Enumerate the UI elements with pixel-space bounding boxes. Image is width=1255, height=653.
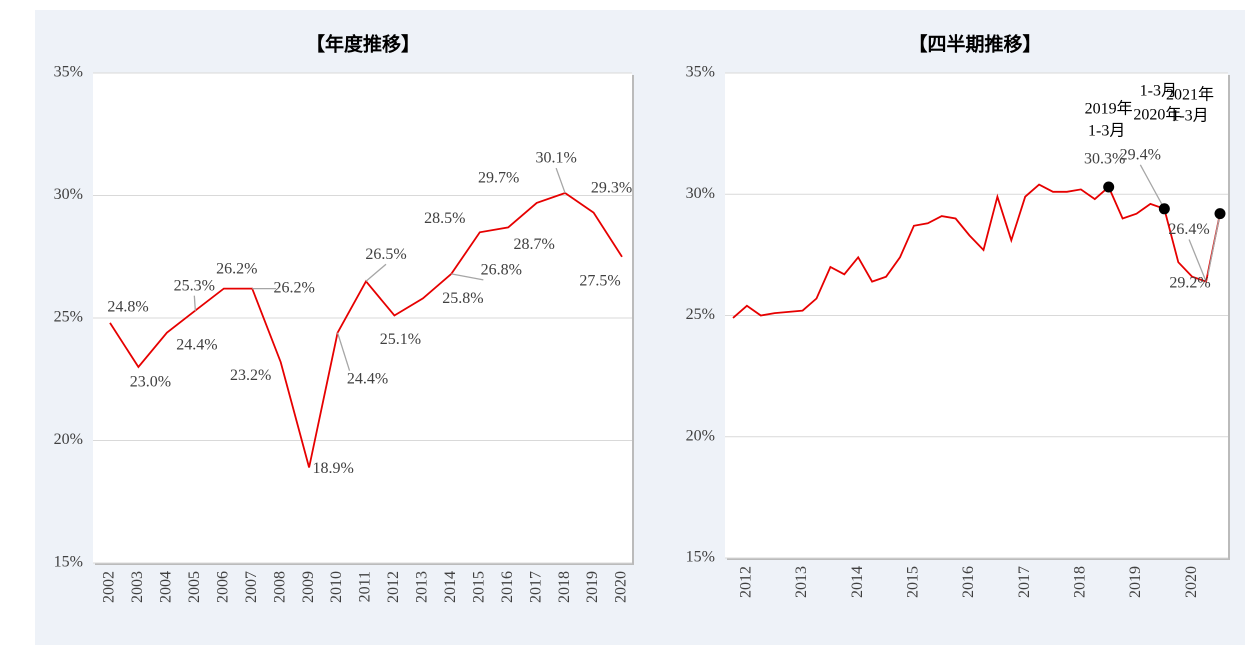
line	[732, 183, 1221, 319]
data-label: 26.5%	[365, 246, 406, 263]
x-tick-label: 2008	[271, 571, 288, 603]
data-label: 30.3%	[1084, 151, 1125, 168]
x-tick-label: 2014	[442, 571, 459, 603]
leader-line	[1139, 164, 1165, 210]
y-tick-label: 30%	[686, 185, 715, 202]
annotation: 1-3月	[1140, 82, 1177, 99]
x-tick-label: 2016	[960, 566, 977, 598]
y-tick-label: 15%	[686, 549, 715, 566]
x-tick-label: 2020	[613, 571, 630, 603]
annotation: 2019年	[1085, 100, 1133, 118]
data-label: 24.4%	[176, 336, 217, 353]
annotation: 2021年	[1166, 85, 1214, 103]
y-tick-label: 35%	[54, 64, 83, 81]
data-label: 26.4%	[1168, 221, 1209, 238]
x-tick-label: 2013	[793, 566, 810, 598]
data-label: 25.3%	[174, 277, 215, 294]
x-tick-label: 2018	[1072, 566, 1089, 598]
leader-line	[1188, 239, 1207, 282]
x-tick-label: 2017	[527, 571, 544, 603]
x-tick-label: 2017	[1016, 566, 1033, 598]
data-label: 29.7%	[478, 170, 519, 187]
data-label: 29.2%	[1169, 274, 1210, 291]
data-label: 24.8%	[107, 299, 148, 316]
leader-line	[451, 273, 484, 281]
data-label: 18.9%	[312, 460, 353, 477]
data-label: 28.5%	[424, 210, 465, 227]
data-label: 26.8%	[481, 262, 522, 279]
x-tick-label: 2014	[849, 566, 866, 598]
y-tick-label: 20%	[686, 427, 715, 444]
x-tick-label: 2012	[738, 566, 755, 598]
leader-line	[1207, 213, 1221, 275]
data-label: 25.8%	[442, 290, 483, 307]
x-tick-label: 2011	[357, 571, 374, 602]
annotation: 2020年	[1133, 105, 1181, 123]
marker	[1158, 203, 1170, 215]
x-tick-label: 2009	[300, 571, 317, 603]
x-tick-label: 2002	[101, 571, 118, 603]
x-tick-label: 2019	[1127, 566, 1144, 598]
x-tick-label: 2018	[556, 571, 573, 603]
annotation: 1-3月	[1088, 123, 1125, 140]
y-tick-label: 20%	[54, 431, 83, 448]
marker	[1103, 181, 1115, 193]
leader-line	[193, 295, 196, 311]
data-label: 24.4%	[347, 370, 388, 387]
x-tick-label: 2015	[470, 571, 487, 603]
data-label: 23.2%	[230, 367, 271, 384]
x-tick-label: 2010	[328, 571, 345, 603]
data-label: 23.0%	[130, 374, 171, 391]
y-tick-label: 25%	[54, 309, 83, 326]
data-label: 29.3%	[591, 179, 632, 196]
data-label: 28.7%	[514, 236, 555, 253]
chart-title: 【年度推移】	[306, 33, 420, 56]
data-label: 30.1%	[535, 150, 576, 167]
y-tick-label: 35%	[686, 64, 715, 81]
x-tick-label: 2005	[186, 571, 203, 603]
marker	[1214, 208, 1226, 220]
data-label: 26.2%	[274, 279, 315, 296]
leader-line	[365, 263, 387, 282]
leader-line	[336, 332, 351, 371]
x-tick-label: 2016	[499, 571, 516, 603]
data-label: 25.1%	[380, 331, 421, 348]
data-label: 29.4%	[1120, 146, 1161, 163]
x-tick-label: 2013	[414, 571, 431, 603]
y-tick-label: 15%	[54, 554, 83, 571]
x-tick-label: 2019	[584, 571, 601, 603]
y-tick-label: 25%	[686, 306, 715, 323]
x-tick-label: 2012	[385, 571, 402, 603]
x-tick-label: 2020	[1183, 566, 1200, 598]
x-tick-label: 2006	[214, 571, 231, 603]
x-tick-label: 2015	[905, 566, 922, 598]
data-label: 26.2%	[216, 260, 257, 277]
chart-title: 【四半期推移】	[908, 33, 1041, 56]
leader-line	[555, 167, 566, 194]
data-label: 27.5%	[579, 272, 620, 289]
x-tick-label: 2007	[243, 571, 260, 603]
annotation: 1-3月	[1171, 107, 1208, 124]
y-tick-label: 30%	[54, 186, 83, 203]
x-tick-label: 2003	[129, 571, 146, 603]
x-tick-label: 2004	[158, 571, 175, 603]
